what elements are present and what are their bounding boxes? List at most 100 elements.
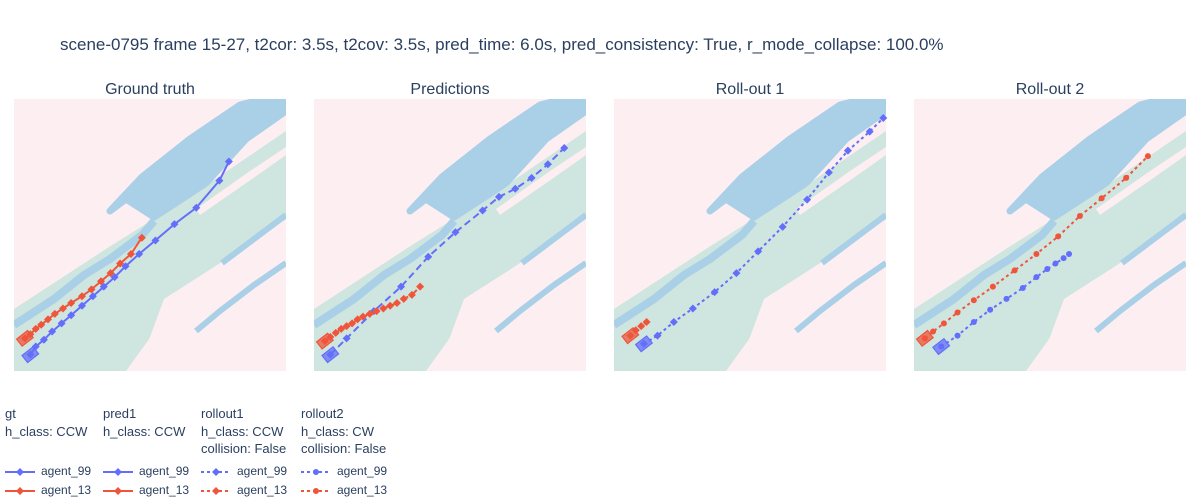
- point-agent_99: [754, 247, 763, 256]
- point-agent_99: [938, 343, 945, 350]
- legend-group: pred1 h_class: CCW agent_99 agent_13: [103, 405, 189, 500]
- point-agent_99: [669, 318, 678, 327]
- trajectory-line-agent_13: [324, 285, 421, 342]
- map-background: [614, 99, 886, 371]
- subplot-3: Roll-out 1: [614, 81, 888, 371]
- point-agent_13: [1098, 195, 1105, 202]
- point-agent_13: [970, 297, 977, 304]
- legend-swatch: [301, 488, 331, 494]
- point-agent_13: [320, 337, 329, 346]
- point-agent_99: [151, 236, 160, 245]
- point-agent_99: [1019, 285, 1026, 292]
- legend-entry-agent_13[interactable]: agent_13: [201, 482, 287, 501]
- point-agent_99: [987, 306, 994, 313]
- point-agent_13: [20, 334, 29, 343]
- point-agent_99: [543, 160, 552, 169]
- point-agent_13: [116, 259, 125, 268]
- legend-group: gt h_class: CCW agent_99 agent_13: [5, 405, 91, 500]
- point-agent_13: [353, 315, 362, 324]
- point-agent_13: [26, 330, 35, 339]
- subplot-title: Roll-out 1: [716, 81, 785, 98]
- point-agent_99: [1060, 255, 1067, 262]
- legend-label: agent_13: [139, 482, 190, 497]
- point-agent_13: [407, 290, 416, 299]
- point-agent_99: [511, 184, 520, 193]
- point-agent_99: [494, 192, 503, 201]
- point-agent_99: [342, 334, 351, 343]
- legend-entry-agent_13[interactable]: agent_13: [5, 481, 91, 500]
- series-agent_99: [21, 157, 233, 364]
- point-agent_13: [642, 318, 651, 327]
- point-agent_99: [778, 222, 787, 231]
- point-agent_99: [1052, 260, 1059, 267]
- series-agent_13: [15, 233, 146, 348]
- legend-title-line: rollout2: [301, 406, 344, 421]
- legend-swatch: [301, 469, 331, 475]
- legend-title-line: h_class: CCW: [103, 423, 186, 439]
- point-agent_13: [67, 299, 76, 307]
- legend-title-line: gt: [5, 406, 16, 421]
- point-agent_99: [57, 319, 66, 328]
- legend-label: agent_99: [337, 464, 388, 479]
- point-agent_13: [1076, 212, 1083, 219]
- legend-label: agent_99: [41, 463, 92, 478]
- point-agent_13: [631, 326, 640, 335]
- point-agent_13: [626, 331, 635, 340]
- legend-title-line: h_class: CCW: [201, 423, 284, 439]
- point-agent_99: [560, 143, 569, 152]
- legend-group-title: rollout1 h_class: CCW collision: False: [201, 405, 287, 458]
- point-agent_99: [121, 262, 130, 271]
- legend-group: rollout2 h_class: CW collision: False agent…: [301, 405, 387, 501]
- legend-entry-agent_99[interactable]: agent_99: [103, 462, 189, 481]
- legend-entry-agent_13[interactable]: agent_13: [103, 481, 189, 500]
- series-agent_13: [621, 318, 651, 345]
- legend-entry-agent_99[interactable]: agent_99: [301, 463, 387, 482]
- point-agent_99: [865, 127, 874, 136]
- point-agent_13: [97, 277, 106, 286]
- point-agent_99: [215, 176, 224, 185]
- point-agent_99: [424, 252, 433, 261]
- point-agent_99: [1003, 295, 1010, 302]
- point-agent_13: [921, 335, 928, 342]
- point-agent_13: [989, 283, 996, 290]
- legend-title-line: h_class: CW: [301, 423, 374, 439]
- point-agent_13: [78, 292, 86, 301]
- point-agent_99: [803, 195, 812, 204]
- point-agent_99: [954, 332, 961, 339]
- legend-entry-agent_99[interactable]: agent_99: [201, 463, 287, 482]
- point-agent_99: [78, 301, 86, 310]
- point-agent_13: [379, 304, 388, 313]
- legend-entry-agent_99[interactable]: agent_99: [5, 462, 91, 481]
- point-agent_13: [342, 322, 351, 331]
- point-agent_99: [192, 203, 201, 212]
- subplot-title: Roll-out 2: [1016, 81, 1085, 98]
- point-agent_99: [224, 157, 233, 166]
- point-agent_99: [397, 282, 406, 291]
- legend-label: agent_13: [237, 483, 288, 498]
- legend-label: agent_13: [41, 482, 92, 497]
- point-agent_99: [970, 319, 977, 326]
- legend-title-line: h_class: CCW: [5, 423, 88, 439]
- point-agent_13: [392, 299, 401, 307]
- point-agent_13: [1033, 251, 1040, 258]
- point-agent_99: [732, 269, 741, 278]
- legend-group-title: gt h_class: CCW: [5, 405, 91, 440]
- legend-group: rollout1 h_class: CCW collision: False agen…: [201, 405, 287, 501]
- legend-swatch: [103, 467, 133, 476]
- point-agent_99: [170, 220, 179, 229]
- legend-label: agent_99: [139, 463, 190, 478]
- legend-swatch: [5, 467, 35, 476]
- point-agent_13: [386, 301, 395, 310]
- point-agent_13: [87, 285, 96, 294]
- point-agent_99: [1033, 274, 1040, 281]
- point-agent_99: [135, 250, 144, 259]
- point-agent_99: [1066, 251, 1073, 258]
- point-agent_13: [50, 309, 59, 318]
- point-agent_13: [106, 269, 115, 278]
- legend-title-line: collision: False: [201, 441, 287, 456]
- subplot-4: Roll-out 2: [914, 81, 1186, 371]
- legend-entry-agent_13[interactable]: agent_13: [301, 482, 387, 501]
- series-agent_99: [634, 114, 888, 353]
- point-agent_13: [416, 282, 425, 291]
